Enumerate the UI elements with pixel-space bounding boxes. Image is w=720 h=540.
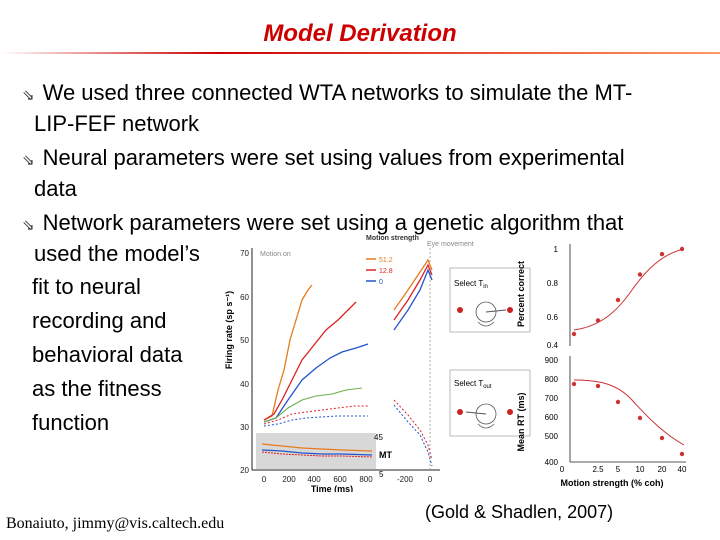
bullet-1-line-1: We used three connected WTA networks to … xyxy=(42,80,633,105)
author-footer: Bonaiuto, jimmy@vis.caltech.edu xyxy=(6,515,225,532)
lip-aligned-trace xyxy=(393,258,433,311)
lip-trace-out xyxy=(263,415,368,427)
lip-aligned-trace xyxy=(393,268,433,331)
rt-ytick: 700 xyxy=(545,394,559,403)
ytick: 60 xyxy=(240,293,249,302)
pc-point xyxy=(571,331,577,337)
pc-ytick: 0.8 xyxy=(547,279,559,288)
select-tout-label: Select Tout xyxy=(454,379,492,390)
xtick: 800 xyxy=(359,475,373,484)
time-xlabel: Time (ms) xyxy=(311,484,353,492)
lip-aligned-trace xyxy=(393,263,433,321)
continuation-line: as the fitness xyxy=(32,376,162,401)
lip-aligned-trace xyxy=(393,399,433,461)
coh-xtick: 5 xyxy=(616,465,621,474)
mt-label: MT xyxy=(379,450,392,460)
continuation-line: function xyxy=(32,410,110,435)
rt-point xyxy=(659,435,665,441)
task-schematic-out: Select Tout xyxy=(449,369,531,437)
pc-point xyxy=(595,318,601,323)
coh-xlabel: Motion strength (% coh) xyxy=(561,478,664,488)
coh-xtick: 40 xyxy=(678,465,687,474)
legend-item: 12.8 xyxy=(379,268,393,275)
ytick: 40 xyxy=(240,380,249,389)
percent-correct-ylabel: Percent correct xyxy=(516,261,526,327)
rt-ytick: 500 xyxy=(545,432,559,441)
xtick: 200 xyxy=(282,475,296,484)
title-underline xyxy=(0,52,720,54)
bullet-1: ⇘ We used three connected WTA networks to… xyxy=(22,80,632,106)
continuation-line: fit to neural xyxy=(32,274,141,299)
lip-trace-out xyxy=(263,405,368,425)
mt-trace xyxy=(261,449,373,456)
bullet-3-line-1: Network parameters were set using a gene… xyxy=(42,210,624,235)
bullet-1-line-2: LIP-FEF network xyxy=(34,111,200,136)
xtick: 0 xyxy=(262,475,267,484)
rt-point xyxy=(679,451,685,457)
coh-xtick: 10 xyxy=(636,465,645,474)
bullet-2-line-2: data xyxy=(34,176,77,201)
coh-xtick: 0 xyxy=(560,465,565,474)
continuation-line: behavioral data xyxy=(32,342,183,367)
coh-xtick: 2.5 xyxy=(592,465,604,474)
pc-fit-curve xyxy=(573,248,685,331)
xtick: 0 xyxy=(428,475,433,484)
mean-rt-ylabel: Mean RT (ms) xyxy=(516,392,526,451)
firing-rate-panel: Firing rate (sp s⁻¹) 70 60 50 40 30 20 0… xyxy=(224,235,474,492)
pc-ytick: 1 xyxy=(554,245,559,254)
rt-point xyxy=(637,415,643,421)
lip-trace-51 xyxy=(263,284,313,421)
rt-point xyxy=(615,399,621,405)
ytick: 50 xyxy=(240,336,249,345)
task-schematic-in: Select Tin xyxy=(449,267,531,333)
legend-item: 51.2 xyxy=(379,257,393,264)
firing-rate-ylabel: Firing rate (sp s⁻¹) xyxy=(224,291,234,369)
bullet-2-line-1: Neural parameters were set using values … xyxy=(42,145,625,170)
rt-fit-curve xyxy=(573,379,685,446)
legend-title: Motion strength xyxy=(366,235,419,242)
rt-ytick: 600 xyxy=(545,413,559,422)
citation: (Gold & Shadlen, 2007) xyxy=(425,502,614,522)
pc-ytick: 0.4 xyxy=(547,341,559,350)
legend-item: 0 xyxy=(379,279,383,286)
pc-point xyxy=(659,251,665,257)
rt-ytick: 400 xyxy=(545,458,559,467)
mt-tick: 5 xyxy=(379,470,384,479)
eye-movement-label: Eye movement xyxy=(427,241,474,248)
rt-point xyxy=(571,381,577,387)
motion-on-label: Motion on xyxy=(260,251,291,258)
pc-point xyxy=(637,272,643,277)
ytick: 30 xyxy=(240,423,249,432)
rt-ytick: 800 xyxy=(545,375,559,384)
hollow-arrow-icon: ⇘ xyxy=(22,152,35,169)
continuation-line: recording and xyxy=(32,308,167,333)
hollow-arrow-icon: ⇘ xyxy=(22,87,35,104)
rt-ytick: 900 xyxy=(545,356,559,365)
hollow-arrow-icon: ⇘ xyxy=(22,217,35,234)
coh-xtick: 20 xyxy=(658,465,667,474)
bullet-3-line-2: used the model’s xyxy=(34,241,200,266)
rt-point xyxy=(595,383,601,389)
mt-tick: 45 xyxy=(374,433,383,442)
xtick: 600 xyxy=(333,475,347,484)
ytick: 20 xyxy=(240,466,249,475)
pc-ytick: 0.6 xyxy=(547,313,559,322)
gold-shadlen-figure: Firing rate (sp s⁻¹) 70 60 50 40 30 20 0… xyxy=(224,235,687,492)
bullet-2: ⇘ Neural parameters were set using values… xyxy=(22,145,625,171)
bullet-3: ⇘ Network parameters were set using a gen… xyxy=(22,210,623,236)
pc-point xyxy=(679,246,685,252)
lip-trace-3 xyxy=(263,387,363,423)
mt-trace xyxy=(261,443,373,452)
ytick: 70 xyxy=(240,249,249,258)
mt-trace xyxy=(261,451,373,458)
select-tin-label: Select Tin xyxy=(454,279,488,290)
xtick: -200 xyxy=(397,475,414,484)
lip-trace-12 xyxy=(263,301,357,421)
lip-trace-0 xyxy=(263,343,369,423)
lip-aligned-trace xyxy=(393,404,433,467)
slide-title: Model Derivation xyxy=(263,20,457,47)
xtick: 400 xyxy=(307,475,321,484)
behavior-panel: Percent correct Mean RT (ms) 1 0.8 0.6 0… xyxy=(516,244,687,488)
pc-point xyxy=(615,297,621,303)
